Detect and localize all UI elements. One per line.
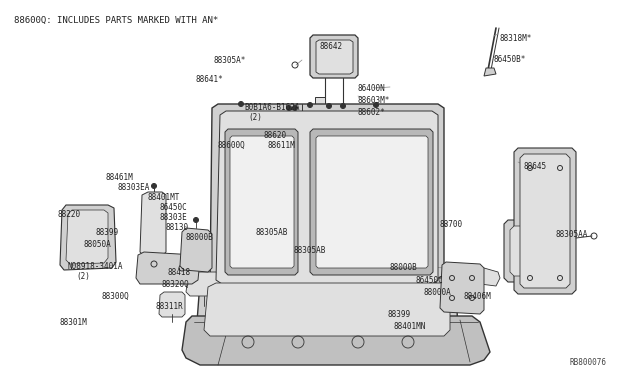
Circle shape <box>239 102 243 106</box>
Text: 88611M: 88611M <box>268 141 296 150</box>
Text: 88130: 88130 <box>166 223 189 232</box>
Circle shape <box>326 103 332 109</box>
Text: 86400N: 86400N <box>358 84 386 93</box>
Polygon shape <box>504 220 570 282</box>
Text: 88600Q: 88600Q <box>218 141 246 150</box>
Text: 88700: 88700 <box>440 220 463 229</box>
Text: 88305AB: 88305AB <box>293 246 325 255</box>
Polygon shape <box>480 268 500 286</box>
Polygon shape <box>136 252 200 284</box>
Circle shape <box>193 218 198 222</box>
Text: 88418: 88418 <box>168 268 191 277</box>
Polygon shape <box>182 316 490 365</box>
Polygon shape <box>484 68 496 76</box>
Text: 88305AA: 88305AA <box>556 230 588 239</box>
Text: 86450B*: 86450B* <box>494 55 526 64</box>
Text: 88603M*: 88603M* <box>358 96 390 105</box>
Text: 86450C: 86450C <box>160 203 188 212</box>
Polygon shape <box>204 283 450 336</box>
Text: 88000B: 88000B <box>186 233 214 242</box>
Polygon shape <box>180 228 212 272</box>
Text: 88401MT: 88401MT <box>148 193 180 202</box>
Text: 88300Q: 88300Q <box>102 292 130 301</box>
Text: 88461M: 88461M <box>106 173 134 182</box>
Polygon shape <box>186 272 220 296</box>
Text: 88401MN: 88401MN <box>393 322 426 331</box>
Circle shape <box>292 106 298 110</box>
Text: 88303EA: 88303EA <box>118 183 150 192</box>
Text: 88642: 88642 <box>320 42 343 51</box>
Text: 88399: 88399 <box>388 310 411 319</box>
Text: 88311R: 88311R <box>156 302 184 311</box>
Polygon shape <box>520 154 570 288</box>
Text: RB800076: RB800076 <box>570 358 607 367</box>
Text: 88399: 88399 <box>96 228 119 237</box>
Polygon shape <box>230 136 294 268</box>
Polygon shape <box>510 226 564 276</box>
Polygon shape <box>60 205 116 270</box>
Text: 88301M: 88301M <box>60 318 88 327</box>
Polygon shape <box>216 111 438 284</box>
Text: 88220: 88220 <box>58 210 81 219</box>
Text: N08918-3401A: N08918-3401A <box>68 262 124 271</box>
Text: 88305A*: 88305A* <box>214 56 246 65</box>
Text: 88620: 88620 <box>264 131 287 140</box>
Polygon shape <box>159 292 185 317</box>
Text: 88602*: 88602* <box>358 108 386 117</box>
Polygon shape <box>316 136 428 268</box>
Text: 88645: 88645 <box>524 162 547 171</box>
Circle shape <box>340 103 346 109</box>
Polygon shape <box>440 262 484 314</box>
Polygon shape <box>196 278 458 342</box>
Polygon shape <box>225 129 298 275</box>
Text: 88000B: 88000B <box>390 263 418 272</box>
Bar <box>315 97 325 107</box>
Text: 88600Q: INCLUDES PARTS MARKED WITH AN*: 88600Q: INCLUDES PARTS MARKED WITH AN* <box>14 16 218 25</box>
Polygon shape <box>310 35 358 78</box>
Text: 88050A: 88050A <box>83 240 111 249</box>
Text: 88641*: 88641* <box>196 75 224 84</box>
Text: 88305AB: 88305AB <box>256 228 289 237</box>
Circle shape <box>152 183 157 189</box>
Text: (2): (2) <box>76 272 90 281</box>
Text: 88406M: 88406M <box>464 292 492 301</box>
Text: 86450C: 86450C <box>416 276 444 285</box>
Text: 88320Q: 88320Q <box>162 280 189 289</box>
Polygon shape <box>140 192 166 256</box>
Text: 88318M*: 88318M* <box>500 34 532 43</box>
Circle shape <box>374 103 378 108</box>
Circle shape <box>307 103 312 108</box>
Text: (2): (2) <box>248 113 262 122</box>
Text: 88000A: 88000A <box>424 288 452 297</box>
Circle shape <box>287 106 291 110</box>
Polygon shape <box>310 129 433 275</box>
Polygon shape <box>316 40 353 74</box>
Polygon shape <box>210 104 444 290</box>
Polygon shape <box>514 148 576 294</box>
Polygon shape <box>66 210 108 264</box>
Text: 88303E: 88303E <box>160 213 188 222</box>
Text: B0B1A6-B162A: B0B1A6-B162A <box>244 103 300 112</box>
